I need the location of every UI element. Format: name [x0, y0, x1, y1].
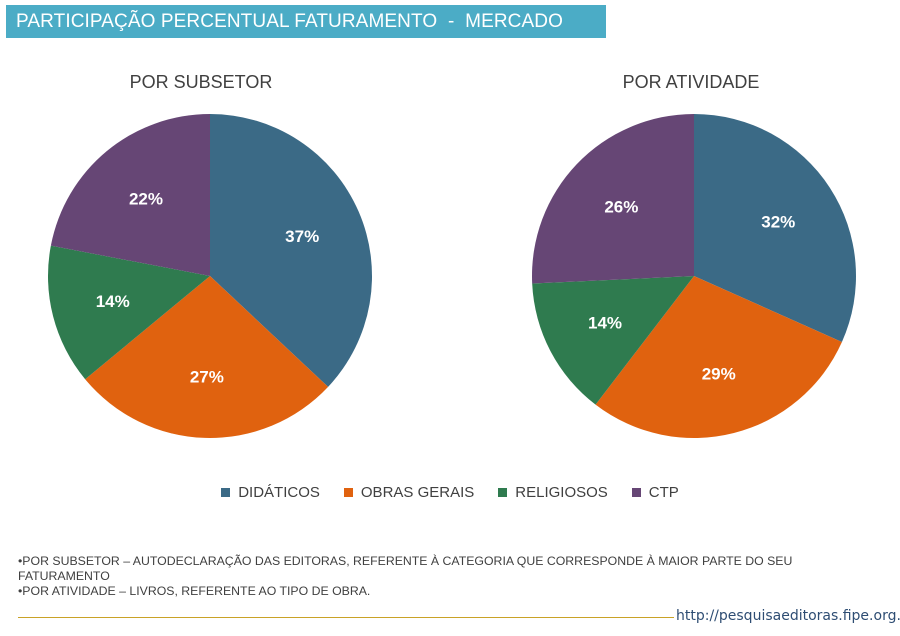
data-label-religiosos: 14% — [588, 314, 622, 333]
pie-slice-religiosos — [48, 245, 211, 380]
chart-title-subsetor: POR SUBSETOR — [129, 72, 273, 92]
legend-item-ctp: CTP — [631, 484, 679, 501]
pie-slice-religiosos — [532, 276, 694, 405]
legend-item-religiosos: RELIGIOSOS — [498, 484, 608, 501]
legend-swatch-religiosos — [498, 488, 508, 497]
legend-swatch-ctp — [631, 488, 641, 497]
data-label-obras-gerais: 29% — [702, 364, 736, 383]
data-label-obras-gerais: 27% — [190, 367, 224, 386]
chart-title-atividade: POR ATIVIDADE — [622, 72, 760, 92]
footnote-subsetor: •POR SUBSETOR – AUTODECLARAÇÃO DAS EDITO… — [18, 554, 793, 583]
pie-chart-subsetor: 37% 27% 14% 22% — [48, 114, 372, 438]
pie-slice-obras-gerais — [85, 276, 329, 438]
pie-slice-ctp — [50, 114, 211, 276]
pie-chart-atividade: 32% 29% 14% 26% — [532, 114, 856, 438]
footnotes: •POR SUBSETOR – AUTODECLARAÇÃO DAS EDITO… — [18, 554, 878, 599]
legend-swatch-didaticos — [221, 488, 231, 497]
legend-swatch-obras-gerais — [343, 488, 353, 497]
legend: DIDÁTICOS OBRAS GERAIS RELIGIOSOS CTP — [0, 484, 900, 501]
pie-slice-ctp — [532, 114, 694, 284]
data-label-religiosos: 14% — [96, 292, 130, 311]
data-label-ctp: 22% — [129, 190, 163, 209]
data-label-ctp: 26% — [604, 198, 638, 217]
pie-slice-didaticos — [694, 114, 856, 343]
footer-url-link[interactable]: http://pesquisaeditoras.fipe.org.br — [676, 608, 900, 624]
data-label-didaticos: 32% — [761, 212, 795, 231]
header-title: PARTICIPAÇÃO PERCENTUAL FATURAMENTO - ME… — [6, 5, 606, 38]
data-label-didaticos: 37% — [285, 227, 319, 246]
legend-label-religiosos: RELIGIOSOS — [515, 484, 608, 501]
legend-item-obras-gerais: OBRAS GERAIS — [343, 484, 475, 501]
legend-label-obras-gerais: OBRAS GERAIS — [360, 484, 475, 501]
footnote-atividade: •POR ATIVIDADE – LIVROS, REFERENTE AO TI… — [18, 584, 371, 598]
legend-label-ctp: CTP — [648, 484, 679, 501]
legend-label-didaticos: DIDÁTICOS — [238, 484, 320, 501]
legend-item-didaticos: DIDÁTICOS — [221, 484, 320, 501]
pie-slice-obras-gerais — [595, 276, 842, 438]
footer-divider — [18, 617, 674, 618]
pie-slice-didaticos — [210, 114, 372, 387]
